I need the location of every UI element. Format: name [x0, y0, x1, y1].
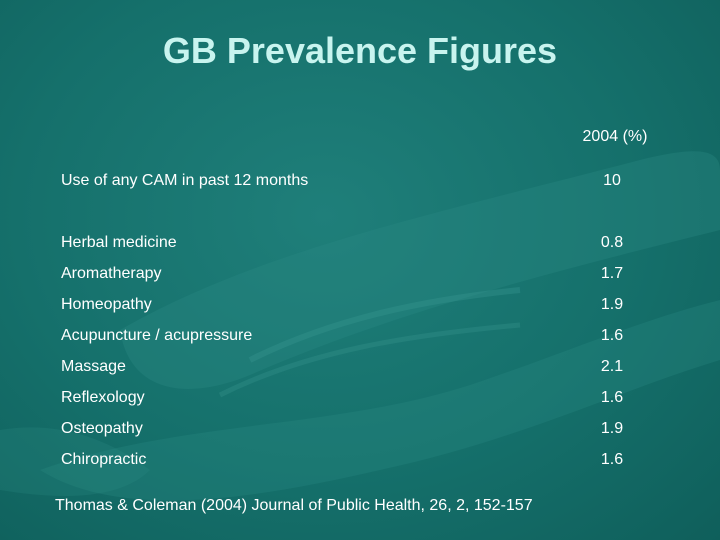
row-value: 0.8 [600, 234, 624, 251]
row-label: Massage [61, 358, 126, 375]
table-row: Homeopathy 1.9 [0, 296, 720, 322]
row-value: 1.6 [600, 389, 624, 406]
row-label: Acupuncture / acupressure [61, 327, 253, 344]
row-label: Osteopathy [61, 420, 143, 437]
row-value: 1.9 [600, 420, 624, 437]
row-label: Chiropractic [61, 451, 147, 468]
table-row: Aromatherapy 1.7 [0, 265, 720, 291]
row-value: 1.6 [600, 451, 624, 468]
table-row: Herbal medicine 0.8 [0, 234, 720, 260]
table-row: Osteopathy 1.9 [0, 420, 720, 446]
row-label: Aromatherapy [61, 265, 162, 282]
table-row: Chiropractic 1.6 [0, 451, 720, 477]
row-label: Herbal medicine [61, 234, 177, 251]
table-row: Massage 2.1 [0, 358, 720, 384]
column-header: 2004 (%) [582, 128, 648, 145]
row-label: Use of any CAM in past 12 months [61, 172, 309, 189]
row-value: 1.9 [600, 296, 624, 313]
row-value: 1.7 [600, 265, 624, 282]
row-label: Homeopathy [61, 296, 152, 313]
table-row: Reflexology 1.6 [0, 389, 720, 415]
table-row: Acupuncture / acupressure 1.6 [0, 327, 720, 353]
row-value: 1.6 [600, 327, 624, 344]
page-title: GB Prevalence Figures [162, 30, 558, 71]
row-value: 10 [603, 172, 621, 189]
row-label: Reflexology [61, 389, 145, 406]
citation: Thomas & Coleman (2004) Journal of Publi… [55, 497, 533, 514]
table-row: Use of any CAM in past 12 months 10 [0, 172, 720, 198]
row-value: 2.1 [600, 358, 624, 375]
